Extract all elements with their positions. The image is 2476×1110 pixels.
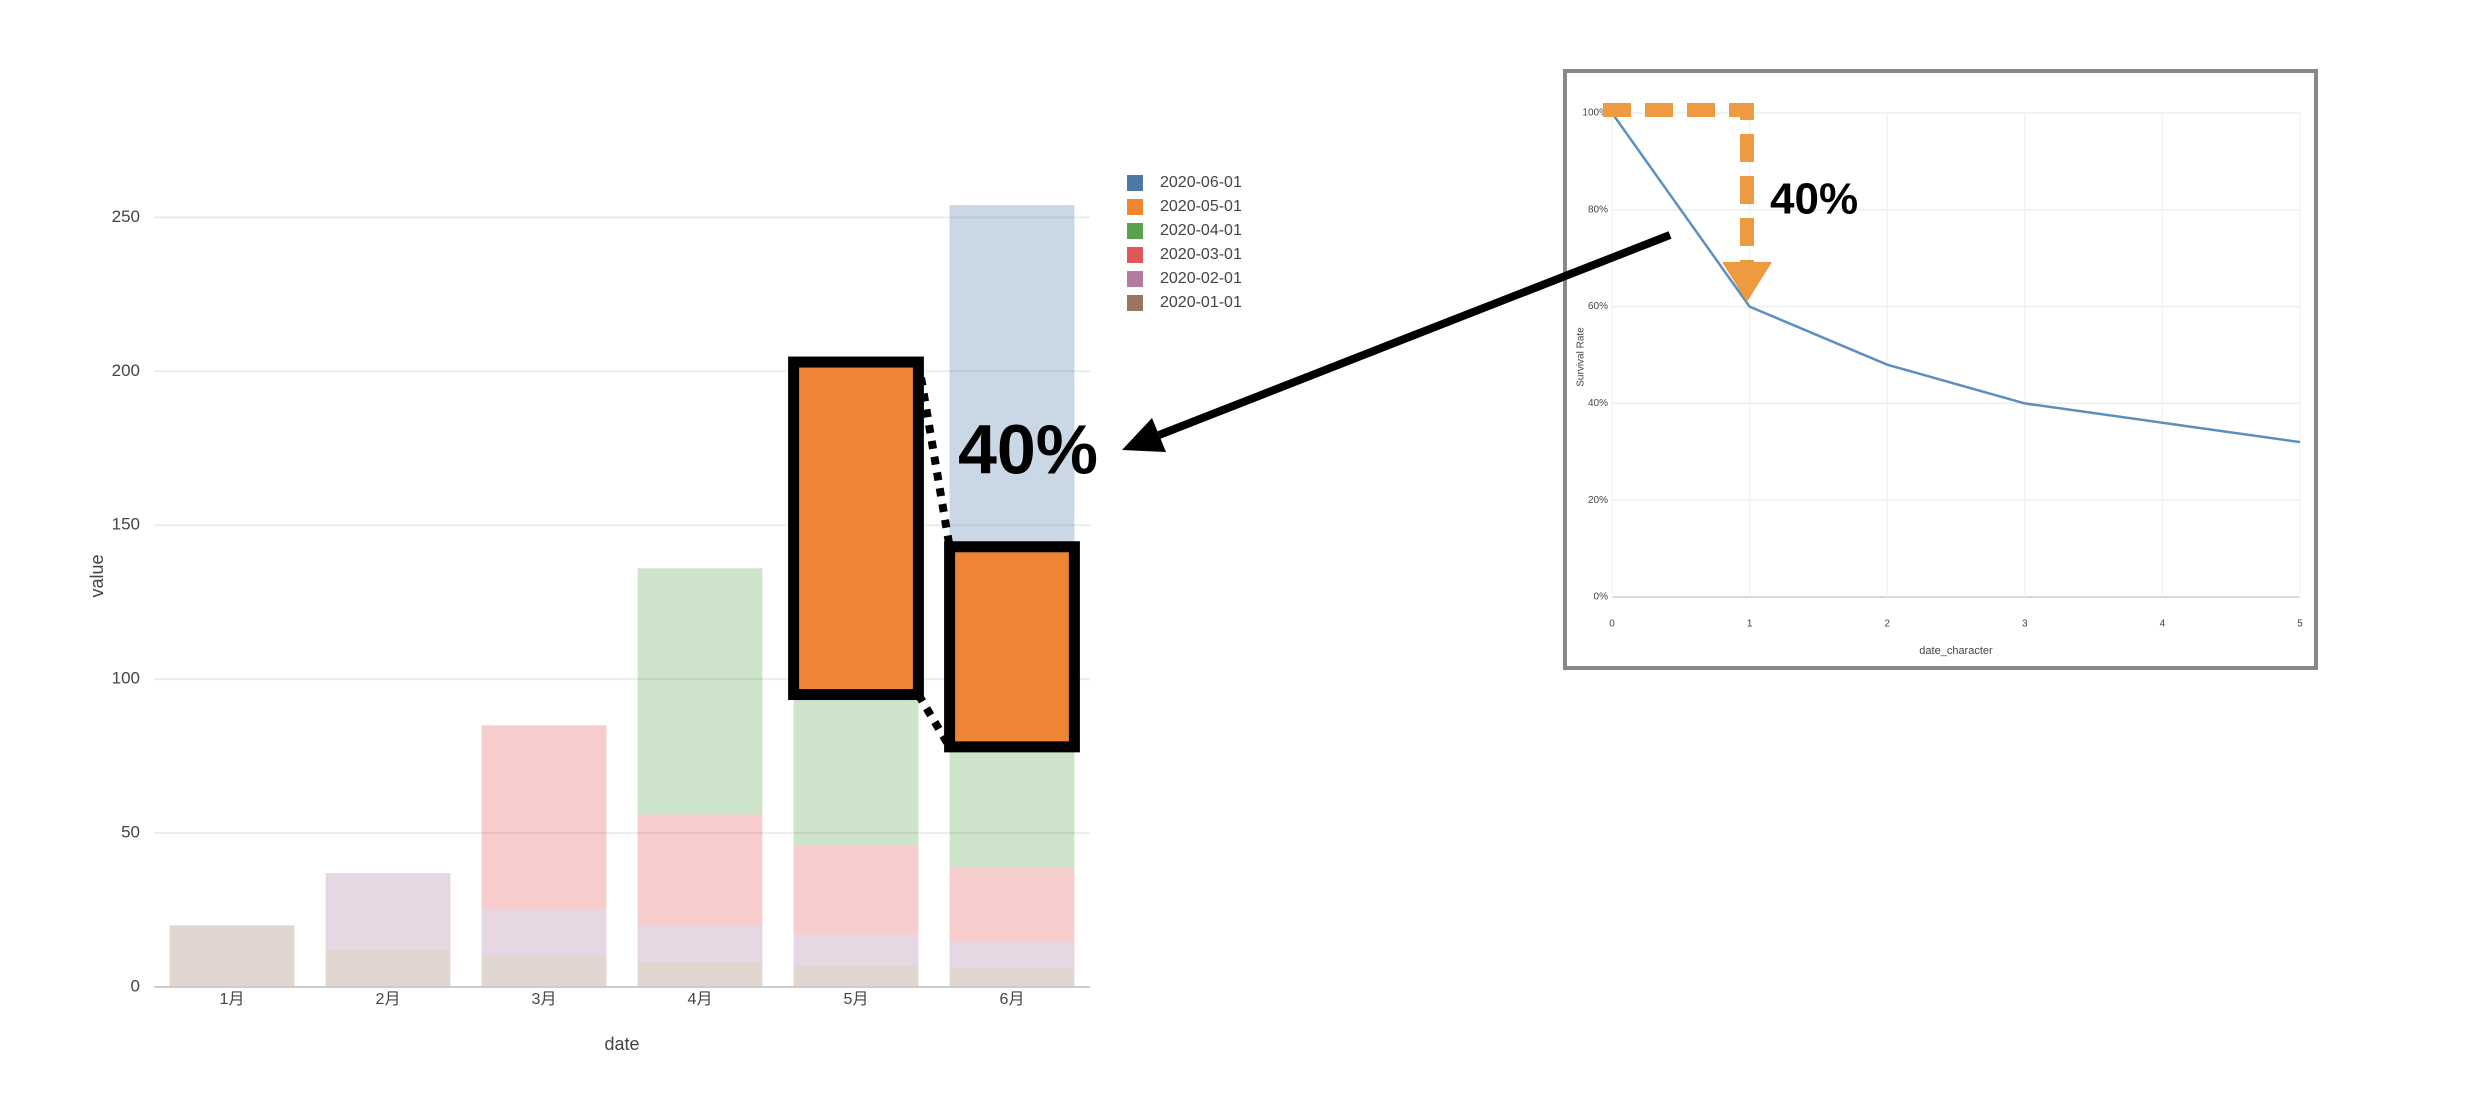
y-axis-label: Survival Rate	[1576, 327, 1587, 387]
legend-swatch	[1127, 175, 1143, 191]
legend-label: 2020-03-01	[1160, 246, 1242, 263]
y-tick-label: 40%	[1588, 398, 1608, 409]
legend-label: 2020-04-01	[1160, 222, 1242, 239]
legend-swatch	[1127, 247, 1143, 263]
legend-label: 2020-05-01	[1160, 198, 1242, 215]
x-tick-label: 4	[2160, 619, 2166, 630]
bar-segment	[325, 950, 451, 987]
y-tick-label: 0	[131, 976, 140, 995]
callout-arrow	[1157, 231, 1672, 439]
x-axis-label: date	[604, 1034, 639, 1054]
bar-segment	[793, 934, 919, 966]
callout-arrowhead	[1122, 418, 1166, 452]
x-tick-label: 2月	[376, 991, 401, 1008]
x-tick-label: 0	[1609, 619, 1615, 630]
x-tick-label: 6月	[1000, 991, 1025, 1008]
bar-annotation: 40%	[958, 410, 1098, 488]
bar-segment	[481, 910, 607, 957]
y-tick-label: 60%	[1588, 301, 1608, 312]
y-tick-label: 200	[112, 361, 140, 380]
x-tick-label: 4月	[688, 991, 713, 1008]
legend-label: 2020-02-01	[1160, 270, 1242, 287]
x-tick-label: 3月	[532, 991, 557, 1008]
y-tick-label: 150	[112, 515, 140, 534]
bar-segment-highlight	[944, 541, 1080, 753]
y-tick-label: 20%	[1588, 495, 1608, 506]
legend-label: 2020-01-01	[1160, 294, 1242, 311]
bar-segment	[793, 845, 919, 935]
x-axis-label: date_character	[1919, 645, 1993, 657]
bar-segment	[637, 925, 763, 963]
bar-segment	[793, 694, 919, 846]
bar-segment-highlight	[788, 356, 924, 701]
inset-annotation: 40%	[1770, 175, 1858, 224]
y-tick-label: 80%	[1588, 204, 1608, 215]
bar-segment	[481, 725, 607, 911]
bar-segment	[949, 940, 1075, 969]
bar-segment	[637, 814, 763, 926]
inset-frame	[1563, 69, 2318, 670]
legend-label: 2020-06-01	[1160, 174, 1242, 191]
bar-segment	[637, 568, 763, 815]
y-tick-label: 250	[112, 207, 140, 226]
bar-segment	[949, 205, 1075, 547]
bar-segment	[637, 962, 763, 987]
y-axis-label: value	[87, 554, 107, 597]
bar-segment	[949, 746, 1075, 867]
bar-segment	[949, 968, 1075, 987]
legend-swatch	[1127, 295, 1143, 311]
y-tick-label: 100%	[1582, 108, 1608, 119]
y-tick-label: 100	[112, 669, 140, 688]
x-tick-label: 1月	[220, 991, 245, 1008]
y-tick-label: 0%	[1594, 592, 1609, 603]
legend-swatch	[1127, 223, 1143, 239]
legend-swatch	[1127, 199, 1143, 215]
x-tick-label: 1	[1747, 619, 1753, 630]
survival-line	[1610, 112, 2301, 444]
legend-swatch	[1127, 271, 1143, 287]
x-tick-label: 5月	[844, 991, 869, 1008]
x-tick-label: 5	[2297, 619, 2303, 630]
x-tick-label: 3	[2022, 619, 2028, 630]
dashed-callout-head	[1722, 262, 1772, 302]
bar-segment	[325, 873, 451, 951]
dashed-callout	[1603, 103, 1754, 262]
bar-segment	[481, 956, 607, 987]
y-tick-label: 50	[121, 823, 140, 842]
bar-segment	[169, 925, 295, 987]
x-tick-label: 2	[1884, 619, 1890, 630]
bar-segment	[949, 866, 1075, 941]
bar-segment	[793, 965, 919, 987]
